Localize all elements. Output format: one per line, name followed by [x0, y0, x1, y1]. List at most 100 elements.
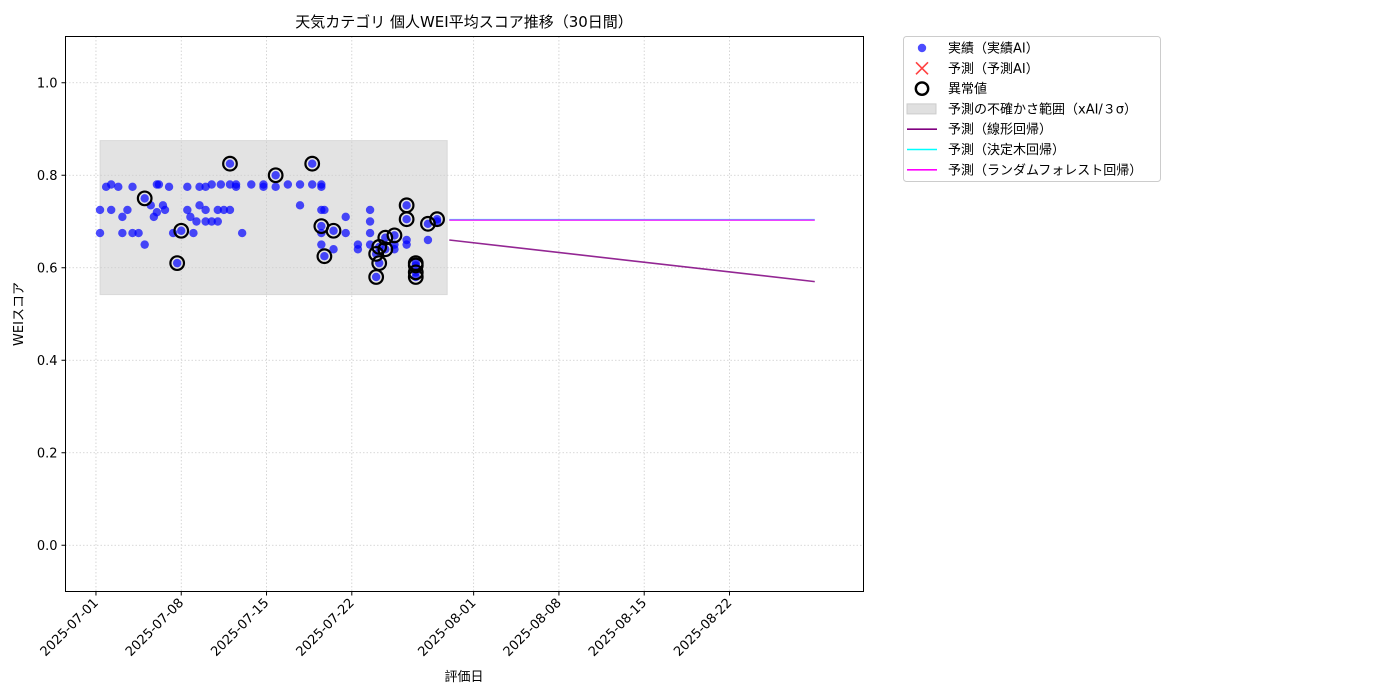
actual-point — [207, 180, 216, 189]
actual-point — [237, 228, 247, 238]
x-axis-label: 評価日 — [444, 670, 483, 685]
outlier-marker — [407, 269, 424, 285]
actual-point — [183, 205, 192, 215]
legend-label-linear: 予測（線形回帰） — [948, 122, 1052, 138]
actual-point — [402, 240, 411, 249]
legend-frame — [903, 36, 1161, 182]
actual-point — [365, 205, 375, 215]
actual-point — [118, 212, 127, 222]
legend-marker-actual — [917, 43, 927, 53]
x-tick-label: 2025-08-08 — [501, 596, 565, 660]
actual-point — [128, 182, 137, 192]
actual-point — [140, 240, 149, 249]
y-axis-label: WEIスコア — [12, 282, 27, 346]
actual-point — [271, 182, 280, 192]
grid — [65, 36, 864, 592]
actual-point — [201, 205, 210, 215]
legend-marker-predicted — [915, 61, 929, 75]
outlier-marker — [386, 227, 403, 244]
actual-point — [329, 226, 338, 235]
prediction-lines-layer — [449, 218, 815, 283]
actual-point — [216, 180, 226, 189]
actual-point — [201, 217, 210, 226]
actual-point — [308, 180, 317, 189]
actual-point — [271, 171, 280, 180]
outlier-marker — [136, 190, 153, 207]
actual-point — [283, 180, 293, 189]
actual-point — [95, 228, 105, 238]
outlier-marker — [325, 222, 342, 239]
actual-point — [320, 205, 329, 215]
actual-point — [140, 194, 149, 203]
outlier-marker — [407, 264, 424, 281]
actual-point — [320, 251, 329, 261]
actual-point — [134, 228, 143, 238]
actual-point — [365, 217, 375, 226]
actual-point — [423, 235, 433, 245]
actual-point — [118, 228, 127, 238]
legend-marker-outlier — [914, 81, 930, 97]
outlier-marker — [407, 257, 424, 274]
outlier-marker — [304, 155, 321, 172]
actual-point — [164, 182, 174, 192]
actual-point — [106, 180, 116, 189]
actual-point — [341, 212, 350, 222]
outlier-marker — [169, 255, 186, 272]
x-tick-label: 2025-08-15 — [586, 596, 650, 660]
actual-point — [247, 180, 256, 189]
outlier-markers-layer — [136, 155, 445, 285]
x-tick-label: 2025-08-22 — [671, 596, 735, 660]
actual-point — [317, 180, 326, 189]
actual-point — [183, 182, 192, 192]
actual-point — [308, 159, 317, 168]
actual-point — [402, 201, 411, 210]
actual-point — [225, 159, 235, 168]
x-tick-label: 2025-07-22 — [294, 596, 358, 660]
outlier-marker — [420, 215, 436, 232]
outlier-marker — [267, 167, 284, 184]
outlier-marker — [429, 211, 445, 228]
actual-point — [365, 228, 375, 238]
actual-point — [219, 205, 229, 215]
actual-point — [213, 217, 222, 226]
y-tick-label: 0.2 — [37, 446, 58, 461]
legend-label-predicted_ai: 予測（予測AI） — [948, 62, 1039, 77]
outlier-marker — [371, 255, 388, 272]
actual-point — [128, 228, 137, 238]
x-tick-label: 2025-07-08 — [123, 596, 187, 660]
actual-point — [172, 258, 182, 268]
actual-point — [207, 217, 216, 226]
plot-area-frame — [65, 36, 864, 592]
actual-point — [231, 182, 241, 192]
outlier-marker — [173, 222, 190, 239]
outlier-marker — [316, 248, 333, 265]
actual-point — [195, 182, 204, 192]
outlier-marker — [377, 229, 394, 246]
y-tick-label: 1.0 — [37, 76, 58, 91]
y-tick-label: 0.0 — [37, 539, 58, 554]
y-tick-label: 0.8 — [37, 169, 58, 184]
actual-point — [154, 180, 164, 189]
outlier-marker — [222, 155, 238, 172]
actual-point — [152, 208, 162, 217]
actual-point — [114, 182, 123, 192]
actual-point — [195, 201, 204, 210]
actual-point — [317, 240, 326, 249]
actual-point — [402, 214, 411, 224]
legend-label-outlier: 異常値 — [948, 81, 987, 97]
outlier-marker — [377, 241, 394, 258]
actual-point — [341, 228, 350, 238]
x-axis-ticks: 2025-07-01 2025-07-08 2025-07-15 2025-07-22… — [38, 591, 735, 660]
actual-point — [160, 205, 170, 215]
chart-title: 天気カテゴリ 個人WEI平均スコア推移（30日間） — [295, 13, 633, 31]
actual-point — [295, 201, 305, 210]
actual-point — [213, 205, 222, 215]
actual-point — [371, 272, 381, 282]
legend-marker-band — [906, 103, 937, 115]
actual-point — [317, 221, 326, 231]
legend-label-decision_tree: 予測（決定木回帰） — [948, 142, 1065, 158]
actual-point — [177, 226, 186, 235]
